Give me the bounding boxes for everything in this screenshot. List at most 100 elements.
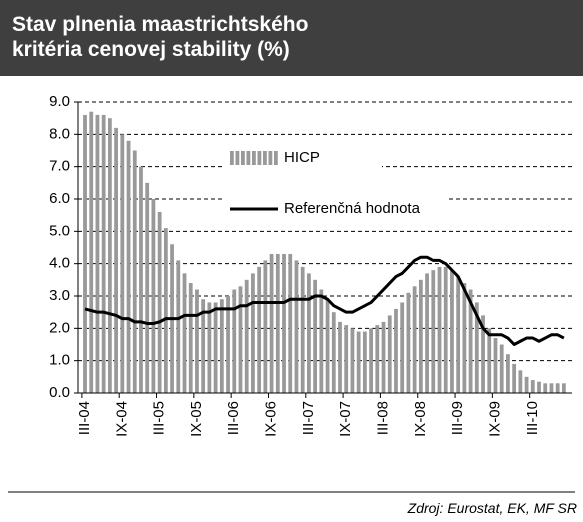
bar <box>232 289 237 393</box>
bar <box>313 279 318 393</box>
bar <box>381 321 386 393</box>
y-tick-label: 2.0 <box>49 319 70 336</box>
bar <box>400 302 405 393</box>
bar <box>157 211 162 393</box>
legend-swatch <box>235 151 240 165</box>
bar <box>474 302 479 393</box>
bar <box>431 270 436 393</box>
bar <box>387 315 392 393</box>
bar <box>120 134 125 394</box>
bar <box>555 383 560 393</box>
bar <box>418 279 423 393</box>
x-tick-label: III-09 <box>449 401 466 435</box>
bar <box>282 253 286 393</box>
bar <box>163 228 168 393</box>
bar <box>499 344 504 393</box>
legend-swatch <box>252 151 256 165</box>
bar <box>226 296 230 393</box>
bar <box>201 299 206 393</box>
line <box>84 255 565 346</box>
x-tick-label: III-06 <box>225 401 242 435</box>
y-tick-label: 3.0 <box>49 287 70 304</box>
bar <box>512 363 517 393</box>
bar <box>412 286 417 393</box>
bar <box>394 308 398 393</box>
legend-swatch <box>274 151 278 165</box>
bar <box>561 383 566 393</box>
y-tick-label: 6.0 <box>49 190 70 207</box>
y-tick-label: 1.0 <box>49 352 70 369</box>
bar <box>506 354 510 393</box>
bar <box>288 253 293 393</box>
bar <box>325 299 330 393</box>
x-tick-label: III-04 <box>76 401 93 435</box>
bar <box>338 321 342 393</box>
bar <box>132 150 137 393</box>
x-tick-label: IX-09 <box>486 401 503 437</box>
bar <box>182 273 187 393</box>
bar <box>213 302 218 393</box>
bar <box>362 331 367 393</box>
bar <box>257 266 262 393</box>
bar <box>406 292 411 393</box>
legend-swatch <box>241 151 245 165</box>
legend-swatch <box>230 151 234 165</box>
x-tick-label: IX-04 <box>113 401 130 437</box>
y-tick-label: 8.0 <box>49 125 70 142</box>
x-tick-label: IX-05 <box>188 401 205 437</box>
legend-swatch <box>268 151 273 165</box>
bar <box>344 325 349 393</box>
bar <box>294 260 299 393</box>
bar <box>145 182 150 393</box>
x-tick-label: III-05 <box>151 401 168 435</box>
bar <box>425 273 429 393</box>
bar <box>481 315 485 393</box>
legend-swatch <box>246 151 251 165</box>
source: Zdroj: Eurostat, EK, MF SR <box>407 500 577 516</box>
x-tick-label: III-07 <box>300 401 317 435</box>
bar <box>450 270 454 393</box>
bar <box>530 380 535 393</box>
bar <box>356 331 361 393</box>
bar <box>456 276 461 393</box>
bar <box>195 289 199 393</box>
bar <box>487 328 492 393</box>
legend-label: HICP <box>284 149 320 166</box>
bar <box>524 376 529 393</box>
bar <box>219 299 224 393</box>
y-tick-label: 4.0 <box>49 255 70 272</box>
bar <box>437 266 442 393</box>
bar <box>126 140 131 393</box>
bar <box>101 114 106 393</box>
x-tick-label: III-10 <box>524 401 541 435</box>
bar <box>375 325 380 393</box>
bar <box>114 127 118 393</box>
bar <box>139 166 143 393</box>
y-tick-label: 0.0 <box>49 384 70 401</box>
bar <box>300 266 305 393</box>
bar <box>107 118 112 394</box>
bar <box>89 111 94 393</box>
y-tick-label: 9.0 <box>49 93 70 110</box>
bar <box>537 381 541 393</box>
legend-label: Referenčná hodnota <box>284 200 421 217</box>
bar <box>207 302 212 393</box>
bar <box>306 273 311 393</box>
x-tick-label: III-08 <box>374 401 391 435</box>
x-tick-label: IX-06 <box>263 401 280 437</box>
bar <box>244 279 249 393</box>
bar <box>493 338 498 393</box>
bar <box>95 114 100 393</box>
bar <box>443 266 448 393</box>
y-tick-label: 7.0 <box>49 158 70 175</box>
legend-swatch <box>257 151 262 165</box>
bar <box>269 253 274 393</box>
x-tick-label: IX-07 <box>337 401 354 437</box>
bar <box>275 253 280 393</box>
bar <box>468 289 473 393</box>
x-tick-label: IX-08 <box>412 401 429 437</box>
bar <box>319 289 324 393</box>
bar <box>251 273 255 393</box>
